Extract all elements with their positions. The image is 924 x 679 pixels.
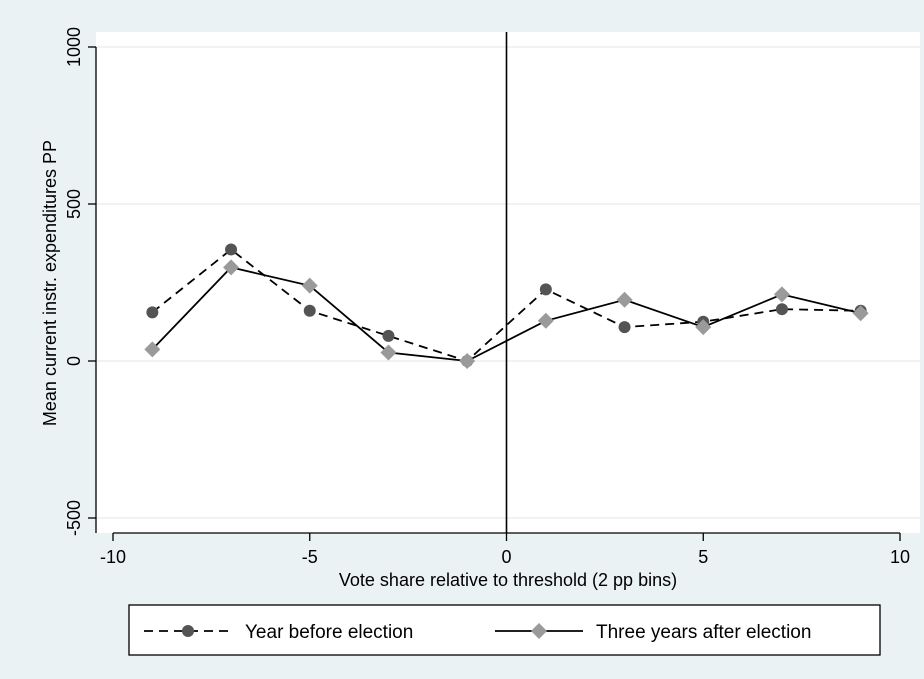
data-point-series-1 [303,304,316,317]
y-tick-label: 0 [64,356,84,366]
x-tick-label: 0 [501,547,511,567]
x-tick-label: 5 [698,547,708,567]
data-point-series-2 [380,344,397,361]
data-point-series-1 [382,329,395,342]
data-point-series-2 [773,286,790,303]
data-point-series-2 [695,319,712,336]
legend-label-1: Year before election [245,622,413,643]
data-point-series-1 [618,321,631,334]
axes: -500 0 500 1000 -10 -5 0 5 10 [64,27,910,567]
plot-area [96,32,920,533]
legend-marker-2 [531,623,547,639]
y-tick-label: 1000 [64,27,84,67]
legend-label-2: Three years after election [596,622,811,643]
legend: Year before election Three years after el… [128,604,881,656]
gridlines [96,46,920,519]
x-tick-label: -5 [302,547,318,567]
x-tick-label: 10 [890,547,910,567]
data-point-series-2 [459,353,476,369]
series-line-2 [151,266,861,362]
data-point-series-2 [144,341,161,358]
y-tick-label: 500 [64,189,84,219]
data-point-series-2 [616,291,633,308]
legend-box [128,604,881,656]
data-point-series-1 [539,283,552,296]
data-point-series-2 [537,312,554,329]
data-point-series-2 [301,277,318,294]
data-point-series-1 [775,303,788,316]
data-point-series-2 [852,305,869,322]
series-layer [144,243,869,369]
x-tick-label: -10 [100,547,126,567]
data-point-series-1 [146,306,159,319]
legend-marker-1 [182,625,194,637]
data-point-series-2 [223,259,240,276]
data-point-series-1 [225,243,238,256]
y-tick-label: -500 [64,500,84,536]
y-axis-title: Mean current instr. expenditures PP [40,140,60,426]
series-line-1 [151,248,861,363]
x-axis-title: Vote share relative to threshold (2 pp b… [339,570,677,590]
